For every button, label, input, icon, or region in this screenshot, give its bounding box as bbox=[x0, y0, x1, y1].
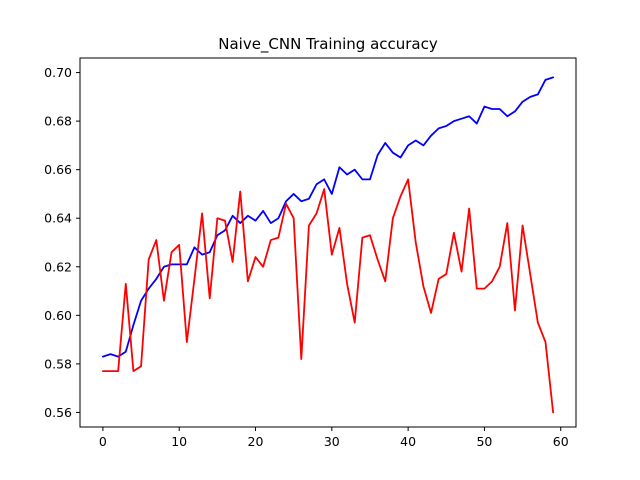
y-tick-label: 0.58 bbox=[44, 356, 72, 371]
chart-title: Naive_CNN Training accuracy bbox=[218, 35, 438, 54]
y-tick-label: 0.60 bbox=[44, 308, 72, 323]
y-tick-label: 0.66 bbox=[44, 162, 72, 177]
x-tick-label: 50 bbox=[476, 434, 492, 449]
y-tick-label: 0.68 bbox=[44, 114, 72, 129]
x-tick-label: 0 bbox=[99, 434, 107, 449]
y-tick-label: 0.70 bbox=[44, 65, 72, 80]
y-axis: 0.56 0.58 0.60 0.62 0.64 0.66 0.68 0.70 bbox=[44, 65, 80, 420]
x-tick-label: 60 bbox=[553, 434, 569, 449]
x-tick-label: 10 bbox=[171, 434, 187, 449]
y-tick-label: 0.64 bbox=[44, 211, 72, 226]
x-tick-label: 40 bbox=[400, 434, 416, 449]
y-tick-label: 0.56 bbox=[44, 405, 72, 420]
series-line-2 bbox=[101, 178, 555, 414]
axes-frame bbox=[79, 57, 577, 428]
series-line-1 bbox=[101, 76, 555, 358]
x-tick-label: 20 bbox=[248, 434, 264, 449]
x-tick-label: 30 bbox=[324, 434, 340, 449]
y-tick-label: 0.62 bbox=[44, 259, 72, 274]
x-axis: 0 10 20 30 40 50 60 bbox=[99, 427, 569, 449]
series-layer bbox=[101, 76, 555, 414]
